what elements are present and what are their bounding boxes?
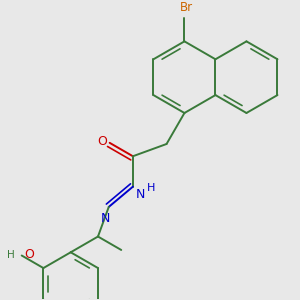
Text: O: O (97, 135, 107, 148)
Text: H: H (8, 250, 15, 260)
Text: Br: Br (180, 1, 193, 14)
Text: O: O (25, 248, 34, 261)
Text: N: N (101, 212, 111, 225)
Text: N: N (136, 188, 145, 201)
Text: H: H (147, 183, 155, 193)
